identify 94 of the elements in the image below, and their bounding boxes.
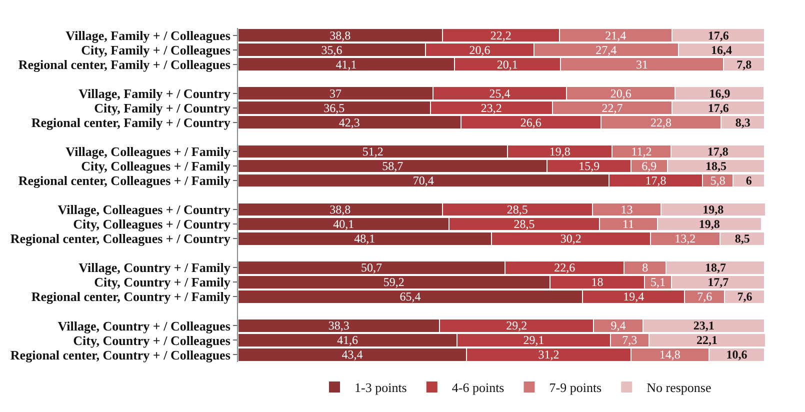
data-label: 7,8 [736, 57, 752, 72]
data-label: 16,9 [709, 86, 730, 100]
data-label: 41,1 [336, 57, 357, 72]
data-label: 27,4 [596, 42, 617, 57]
y-tick-label: Regional center, Family + / Colleagues [18, 56, 230, 72]
data-label: 18,5 [706, 158, 726, 173]
data-label: 8,5 [734, 232, 750, 246]
data-label: 10,6 [726, 348, 748, 362]
data-label: 48,1 [354, 232, 376, 246]
data-label: 14,8 [659, 348, 680, 362]
data-label: 17,6 [708, 100, 729, 115]
y-tick-label: Regional center, Family + / Country [31, 114, 231, 130]
y-tick-label: City, Country + / Family [94, 274, 231, 290]
data-label: 25,4 [489, 86, 510, 100]
data-label: 15,9 [578, 158, 600, 173]
y-tick-label: Regional center, Country + / Colleagues [10, 347, 230, 362]
data-label: 13 [620, 202, 633, 217]
data-label: 18 [591, 275, 604, 290]
y-tick-label: City, Country + / Colleagues [73, 332, 230, 348]
legend-label: 4-6 points [452, 380, 504, 396]
y-tick-label: Regional center, Colleagues + / Country [10, 231, 231, 246]
data-label: 29,1 [523, 333, 544, 348]
data-label: 5,8 [710, 173, 726, 188]
data-label: 59,2 [383, 275, 404, 290]
data-label: 38,3 [328, 318, 350, 333]
data-label: 36,5 [324, 100, 345, 115]
data-label: 22,1 [696, 333, 718, 348]
data-label: 11,2 [631, 144, 652, 158]
y-tick-label: Village, Country + / Colleagues [58, 318, 230, 334]
data-label: 11 [622, 217, 634, 232]
y-tick-label: Village, Colleagues + / Family [66, 144, 231, 159]
data-label: 6,9 [642, 158, 657, 173]
y-tick-label: City, Family + / Country [94, 100, 231, 116]
y-tick-label: Regional center, Country + / Family [31, 289, 231, 304]
data-label: 9,4 [610, 318, 626, 333]
data-label: 51,2 [362, 144, 384, 158]
data-label: 7,3 [622, 333, 638, 348]
data-label: 40,1 [333, 217, 354, 232]
data-label: 29,2 [506, 318, 528, 333]
legend-label: No response [646, 380, 712, 396]
data-label: 23,1 [693, 318, 714, 333]
data-label: 28,5 [514, 217, 535, 232]
y-tick-label: Village, Colleagues + / Country [58, 202, 231, 218]
data-label: 31 [636, 57, 648, 72]
data-label: 38,8 [330, 28, 351, 42]
data-label: 7,6 [697, 290, 712, 304]
data-label: 16,4 [711, 42, 732, 57]
data-label: 41,6 [337, 333, 358, 348]
data-label: 35,6 [321, 42, 342, 57]
y-tick-label: Village, Family + / Country [78, 86, 231, 101]
data-label: 20,6 [469, 42, 490, 57]
data-label: 50,7 [361, 260, 382, 275]
data-label: 65,4 [400, 290, 421, 304]
legend-label: 1-3 points [354, 380, 407, 396]
data-label: 37 [329, 86, 342, 100]
data-label: 17,6 [708, 28, 729, 42]
data-label: 26,6 [520, 115, 542, 130]
data-label: 42,3 [338, 115, 360, 130]
data-label: 19,8 [702, 202, 724, 217]
data-label: 8,3 [735, 115, 750, 130]
data-label: 38,8 [330, 202, 351, 217]
y-tick-label: Regional center, Colleagues + / Family [18, 173, 231, 188]
data-label: 19,8 [549, 144, 570, 158]
data-label: 20,1 [496, 57, 518, 72]
data-label: 22,8 [650, 115, 672, 130]
data-label: 21,4 [605, 28, 626, 42]
data-label: 6 [746, 173, 752, 188]
data-label: 43,4 [342, 348, 363, 362]
data-label: 8 [642, 260, 648, 275]
data-label: 58,7 [382, 158, 404, 173]
data-label: 31,2 [538, 348, 560, 362]
data-label: 20,6 [610, 86, 632, 100]
data-label: 13,2 [674, 232, 696, 246]
data-label: 28,5 [506, 202, 528, 217]
data-label: 19,8 [698, 217, 720, 232]
data-label: 23,2 [480, 100, 502, 115]
y-tick-label: Village, Family + / Colleagues [66, 28, 230, 43]
data-label: 5,1 [650, 275, 666, 290]
data-label: 70,4 [412, 173, 434, 188]
y-tick-label: Village, Country + / Family [78, 260, 231, 276]
data-label: 22,7 [602, 100, 623, 115]
data-label: 18,7 [704, 260, 726, 275]
data-label: 17,8 [707, 144, 728, 158]
data-label: 7,6 [737, 290, 752, 304]
y-tick-label: City, Colleagues + / Country [73, 216, 231, 232]
data-label: 22,2 [490, 28, 512, 42]
data-label: 22,6 [554, 260, 576, 275]
data-label: 19,4 [623, 290, 644, 304]
data-label: 17,7 [708, 275, 729, 290]
data-label: 17,8 [645, 173, 666, 188]
y-tick-label: City, Colleagues + / Family [81, 158, 231, 174]
data-label: 30,2 [560, 232, 582, 246]
legend-label: 7-9 points [549, 380, 602, 396]
y-tick-label: City, Family + / Colleagues [81, 42, 230, 58]
